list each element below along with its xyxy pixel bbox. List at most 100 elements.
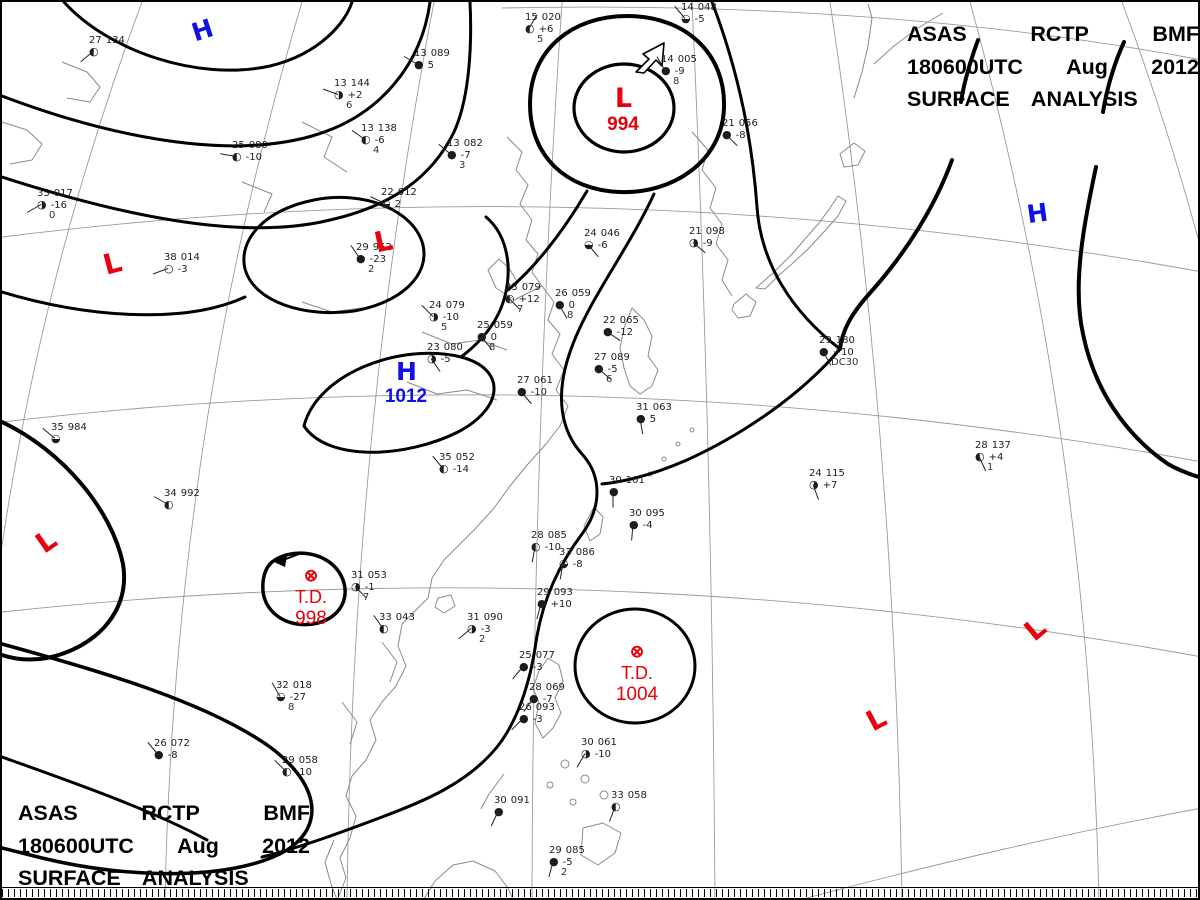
- station-extra: 7: [517, 304, 524, 315]
- station-extra: 6: [606, 374, 613, 385]
- station-pressure: 053: [367, 570, 387, 581]
- product-code: ASAS: [18, 801, 78, 825]
- isobars: [2, 2, 1198, 876]
- tropical-depression-icon: ⊗: [629, 642, 645, 661]
- pressure-tendency: -16: [50, 200, 67, 211]
- cloud-cover-icon: ●: [819, 345, 829, 358]
- cloud-cover-icon: ◑: [429, 310, 439, 323]
- tropical-depression-label: T.D.: [294, 586, 327, 607]
- chart-type-word1: SURFACE: [18, 866, 121, 891]
- station-temperature: 22: [603, 315, 616, 326]
- pressure-tendency: -3: [480, 624, 491, 635]
- cloud-cover-icon: ●: [494, 805, 504, 818]
- station-plot: 21 056 ● -8: [722, 119, 762, 147]
- station-temperature: 38: [164, 252, 177, 263]
- station-pressure: 061: [597, 737, 617, 748]
- station-temperature: 28: [529, 682, 542, 693]
- cloud-cover-icon: ●: [661, 64, 671, 77]
- station-extra: 2: [368, 264, 375, 275]
- station-pressure: 077: [535, 650, 555, 661]
- station-pressure: 014: [180, 252, 200, 263]
- station-plot: 34 992 ◐: [153, 488, 204, 511]
- station-plot: 35 052 ◐ -14: [432, 453, 479, 475]
- station-temperature: 13: [414, 48, 427, 59]
- station-pressure: 005: [677, 54, 697, 65]
- station-pressure: 069: [545, 682, 565, 693]
- pressure-tendency: -6: [597, 240, 608, 251]
- cloud-cover-icon: ◒: [51, 432, 61, 445]
- station-extra: 8: [489, 342, 496, 353]
- cloud-cover-icon: ●: [154, 748, 164, 761]
- station-temperature: 29: [819, 335, 832, 346]
- station-plot: 26 093 ● -3: [511, 703, 559, 731]
- station-temperature: 32: [276, 680, 289, 691]
- pressure-center-letter: L: [614, 83, 632, 114]
- valid-year: 2012: [262, 833, 310, 858]
- pressure-tendency: -9: [674, 66, 685, 77]
- station-plot: 32 018 ◒ -27 8: [271, 680, 316, 713]
- station-temperature: 29: [549, 845, 562, 856]
- chart-type-word1: SURFACE: [907, 87, 1010, 112]
- cloud-cover-icon: ●: [594, 362, 604, 375]
- pressure-tendency: -8: [735, 130, 746, 141]
- station-plot: 31 063 ● 5: [636, 402, 676, 435]
- station-temperature: 23: [427, 342, 440, 353]
- bulletin-code: BMF: [1152, 22, 1199, 46]
- cloud-cover-icon: ◒: [276, 690, 286, 703]
- station-temperature: 35: [51, 422, 64, 433]
- longitude-tick-strip: [2, 889, 1198, 897]
- cloud-cover-icon: ◑: [467, 622, 477, 635]
- station-plot: 28 137 ◐ +4 1: [975, 441, 1015, 473]
- station-pressure: 101: [625, 475, 645, 486]
- station-pressure: 072: [170, 738, 190, 749]
- station-plot: 13 144 ◑ +2 6: [322, 78, 374, 111]
- cloud-cover-icon: ◒: [381, 197, 391, 210]
- issuing-center: RCTP: [141, 801, 200, 825]
- tropical-depression-marker: ⊗ T.D. 998: [275, 566, 347, 630]
- station-temperature: 27: [517, 375, 530, 386]
- station-pressure: 090: [483, 612, 503, 623]
- pressure-tendency: -23: [369, 254, 386, 265]
- station-temperature: 33: [37, 188, 50, 199]
- station-pressure: 144: [350, 78, 370, 89]
- station-pressure: 058: [627, 790, 647, 801]
- station-plot: 21 098 ◑ -9: [689, 227, 729, 254]
- station-plot: 33 086 ◒ -8: [559, 548, 599, 580]
- station-plot: 24 115 ◑ +7: [809, 469, 849, 500]
- tropical-depression-pressure: 1004: [615, 684, 659, 706]
- cloud-cover-icon: ○: [164, 262, 174, 275]
- bulletin-code: BMF: [263, 801, 310, 825]
- station-pressure: 952: [372, 242, 392, 253]
- station-temperature: 25: [519, 650, 532, 661]
- valid-time: 180600UTC: [18, 833, 134, 858]
- station-extra: 2: [479, 634, 486, 645]
- pressure-tendency: -10: [442, 312, 459, 323]
- station-temperature: 26: [555, 288, 568, 299]
- station-plot: 24 046 ◒ -6: [584, 229, 624, 258]
- station-plot: 15 020 ◐ +6 5: [525, 13, 565, 45]
- pressure-tendency: -10: [245, 152, 262, 163]
- pressure-center: H 1012: [378, 359, 434, 406]
- valid-month: Aug: [1066, 54, 1108, 79]
- pressure-tendency: -9: [702, 238, 713, 249]
- pressure-tendency: -5: [440, 354, 451, 365]
- station-temperature: 33: [379, 612, 392, 623]
- station-pressure: 063: [652, 402, 672, 413]
- station-pressure: 992: [180, 488, 200, 499]
- station-temperature: 31: [351, 570, 364, 581]
- pressure-center-value: 1012: [384, 386, 428, 407]
- pressure-center-value: 994: [607, 114, 639, 135]
- pressure-tendency: +4: [988, 452, 1004, 463]
- station-plot: 23 079 ◐ +12 7: [505, 283, 545, 315]
- station-plot: 30 101 ●: [609, 475, 649, 508]
- station-pressure: 059: [571, 288, 591, 299]
- pressure-tendency: -3: [532, 662, 543, 673]
- station-temperature: 13: [334, 78, 347, 89]
- station-temperature: 26: [154, 738, 167, 749]
- pressure-tendency: +10: [832, 347, 854, 358]
- pressure-tendency: -5: [562, 857, 573, 868]
- station-plot: 24 079 ◑ -10 5: [421, 301, 469, 333]
- station-temperature: 30: [581, 737, 594, 748]
- cloud-cover-icon: ◑: [809, 478, 819, 491]
- station-plot: 23 080 ◑ -5: [427, 342, 467, 372]
